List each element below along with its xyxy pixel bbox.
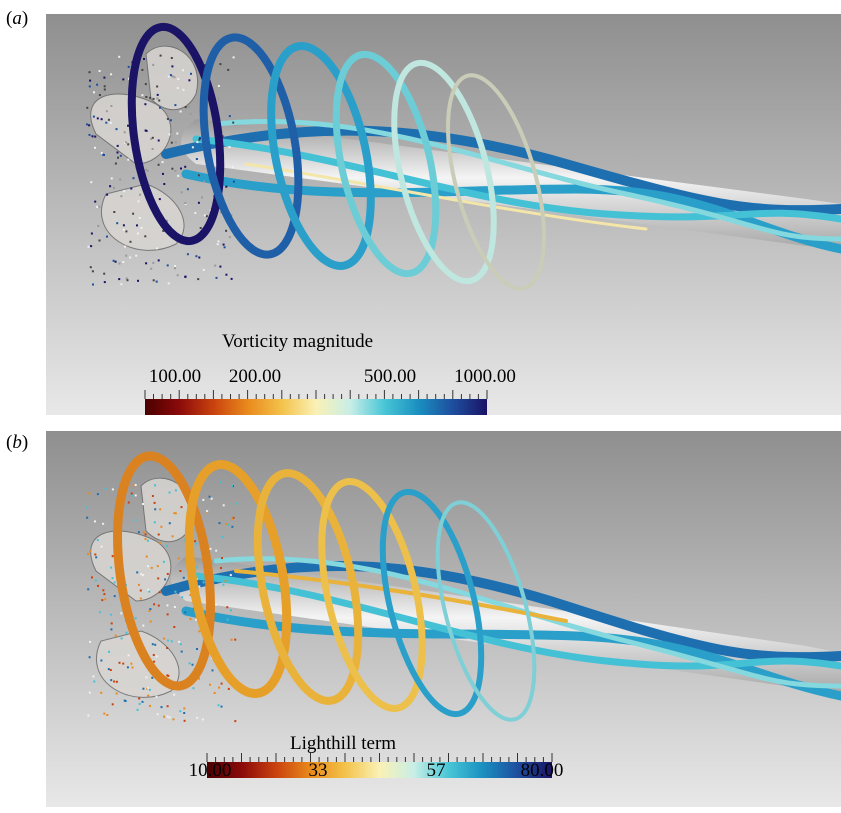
propeller-blade	[100, 183, 185, 251]
trailing-vortex-strand	[161, 125, 841, 216]
colorbar-a-tick-label: 200.00	[228, 366, 282, 387]
hub-vortex-shaft	[171, 556, 841, 693]
trailing-vortex-strand	[213, 556, 841, 689]
tip-vortex-ring	[253, 469, 363, 705]
tip-vortex-ring	[318, 478, 426, 712]
tip-vortex-ring	[446, 73, 546, 291]
colorbar-ticks	[144, 390, 488, 399]
panel-b-label: (b)	[6, 432, 29, 453]
colorbar-a-tick-label: 500.00	[363, 366, 417, 387]
trailing-vortex-strand	[192, 572, 841, 670]
colorbar-b-title: Lighthill term	[290, 733, 397, 754]
panel-a-label: (a)	[6, 8, 29, 29]
panel-a-render	[46, 14, 841, 415]
colorbar-b-tick-label: 33	[308, 760, 328, 781]
tip-vortex-ring	[184, 459, 292, 699]
tip-vortex-ring	[267, 42, 375, 270]
tip-vortex-ring	[127, 22, 225, 246]
blade-vortex-speckles	[86, 481, 237, 723]
trailing-vortex-strand	[192, 135, 841, 223]
tip-vortex-ring	[332, 50, 440, 278]
colorbar-b-tick-label: 80.00	[520, 760, 564, 781]
tip-vortex-ring	[199, 33, 303, 259]
tip-vortex-ring	[391, 59, 497, 285]
vorticity-isosurface-render	[46, 14, 841, 415]
colorbar-a-tick-label: 100.00	[148, 366, 202, 387]
colorbar	[207, 762, 552, 778]
colorbar-b-tick-label: 57	[426, 760, 446, 781]
panel-b-render	[46, 431, 841, 807]
propeller-blade	[145, 45, 199, 111]
tip-vortex-ring	[379, 488, 485, 718]
trailing-vortex-strand	[181, 606, 841, 701]
colorbar-b-tick-label: 10.00	[188, 760, 232, 781]
colorbar	[145, 399, 487, 415]
colorbar-a-tick-label: 1000.00	[454, 366, 516, 387]
colorbar-a-title: Vorticity magnitude	[222, 331, 374, 352]
tip-vortex-ring	[435, 500, 537, 722]
colorbar-ticks	[206, 753, 553, 762]
lighthill-isosurface-render	[46, 431, 841, 807]
propeller-blade	[90, 530, 172, 602]
tip-vortex-ring	[113, 451, 215, 691]
